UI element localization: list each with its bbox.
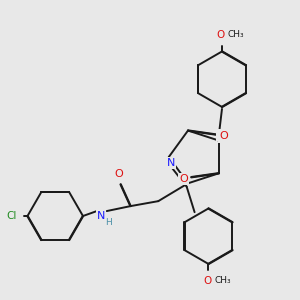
Text: O: O [217,30,225,40]
Text: Cl: Cl [7,211,17,221]
Text: N: N [167,158,175,168]
Text: O: O [219,131,228,142]
Text: O: O [203,276,211,286]
Text: O: O [114,169,123,179]
Text: N: N [97,211,105,221]
Text: CH₃: CH₃ [228,30,244,39]
Text: O: O [179,174,188,184]
Text: H: H [105,218,112,227]
Text: CH₃: CH₃ [214,276,231,285]
Text: N: N [217,130,225,140]
